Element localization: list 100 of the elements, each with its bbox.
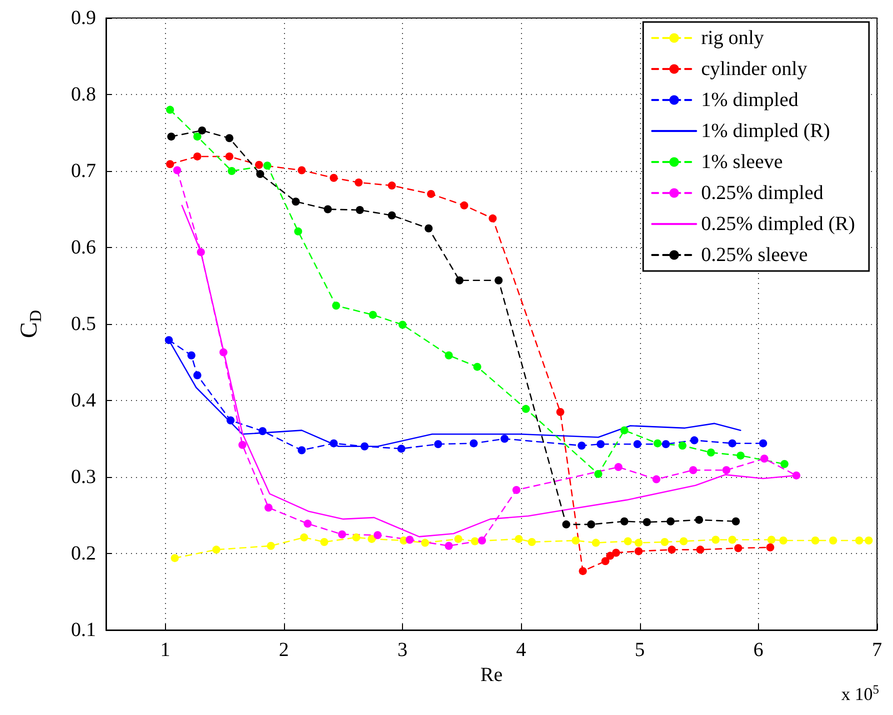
point xyxy=(264,504,273,512)
point xyxy=(406,536,414,544)
point xyxy=(444,351,453,360)
point xyxy=(256,170,264,178)
point xyxy=(164,336,173,344)
point xyxy=(300,533,308,542)
point xyxy=(494,276,503,284)
point xyxy=(170,554,179,562)
point xyxy=(368,534,376,543)
y-axis-title: CD xyxy=(16,310,45,338)
point xyxy=(226,416,235,424)
point xyxy=(514,534,523,543)
point xyxy=(388,211,396,220)
x-tick-label: 2 xyxy=(278,639,289,661)
legend-label: 1% dimpled xyxy=(701,89,798,111)
point xyxy=(238,440,246,449)
point xyxy=(572,536,580,544)
point xyxy=(634,547,643,556)
point xyxy=(444,542,453,550)
y-tick-label: 0.6 xyxy=(71,236,96,258)
point xyxy=(594,470,602,478)
point xyxy=(634,538,643,547)
x-tick-label: 5 xyxy=(634,639,645,661)
point xyxy=(722,466,730,474)
point xyxy=(298,446,306,454)
point xyxy=(864,536,873,544)
x-tick-label: 6 xyxy=(753,639,764,661)
y-tick-label: 0.2 xyxy=(71,542,96,564)
point xyxy=(666,517,675,526)
y-tick-label: 0.5 xyxy=(71,313,96,335)
y-tick-label: 0.9 xyxy=(71,7,96,29)
point xyxy=(324,205,332,214)
point xyxy=(712,536,720,544)
point xyxy=(193,152,202,160)
point xyxy=(766,543,774,552)
point xyxy=(592,538,600,547)
point xyxy=(258,427,267,436)
point xyxy=(612,548,620,557)
legend-label: 1% dimpled (R) xyxy=(701,120,830,142)
point xyxy=(398,320,407,329)
point xyxy=(470,439,478,448)
point xyxy=(173,166,182,174)
point xyxy=(166,160,174,168)
point xyxy=(255,160,264,169)
point xyxy=(728,536,736,544)
point xyxy=(212,546,220,554)
point xyxy=(522,404,530,413)
legend-label: 0.25% dimpled xyxy=(701,182,824,204)
point xyxy=(421,538,430,547)
point xyxy=(596,440,605,448)
point xyxy=(767,536,776,544)
point xyxy=(424,224,433,232)
point xyxy=(488,214,497,222)
point xyxy=(167,132,176,141)
point xyxy=(662,440,670,448)
point xyxy=(620,426,628,434)
point xyxy=(660,538,669,546)
point xyxy=(187,351,196,360)
point xyxy=(695,516,704,524)
x-tick-label: 4 xyxy=(516,639,526,661)
point xyxy=(624,537,632,546)
point xyxy=(266,542,275,550)
legend-label: 0.25% sleeve xyxy=(701,244,808,266)
point xyxy=(434,440,442,448)
point xyxy=(736,452,745,460)
point xyxy=(374,531,382,540)
point xyxy=(320,538,328,546)
point xyxy=(196,248,205,256)
point xyxy=(528,538,536,546)
point xyxy=(760,454,768,463)
point xyxy=(330,439,338,448)
point xyxy=(732,517,740,526)
point xyxy=(473,362,482,371)
point xyxy=(354,178,363,186)
point xyxy=(512,486,520,494)
point xyxy=(633,440,642,448)
legend-label: 1% sleeve xyxy=(701,151,783,173)
y-tick-label: 0.4 xyxy=(71,390,96,412)
point xyxy=(166,106,174,114)
point xyxy=(294,227,302,236)
point xyxy=(578,442,586,450)
point xyxy=(696,546,704,554)
point xyxy=(680,537,688,546)
point xyxy=(225,134,234,142)
point xyxy=(811,536,820,544)
point xyxy=(606,552,614,560)
point xyxy=(368,310,377,319)
y-tick-label: 0.7 xyxy=(71,160,96,182)
point xyxy=(728,439,736,448)
point xyxy=(668,546,676,554)
point xyxy=(855,536,864,544)
point xyxy=(198,126,206,134)
point xyxy=(562,520,570,528)
point xyxy=(263,162,272,170)
point xyxy=(690,436,698,444)
point xyxy=(460,201,468,210)
point xyxy=(792,471,800,480)
point xyxy=(829,536,838,544)
point xyxy=(601,557,610,566)
point xyxy=(397,444,406,453)
